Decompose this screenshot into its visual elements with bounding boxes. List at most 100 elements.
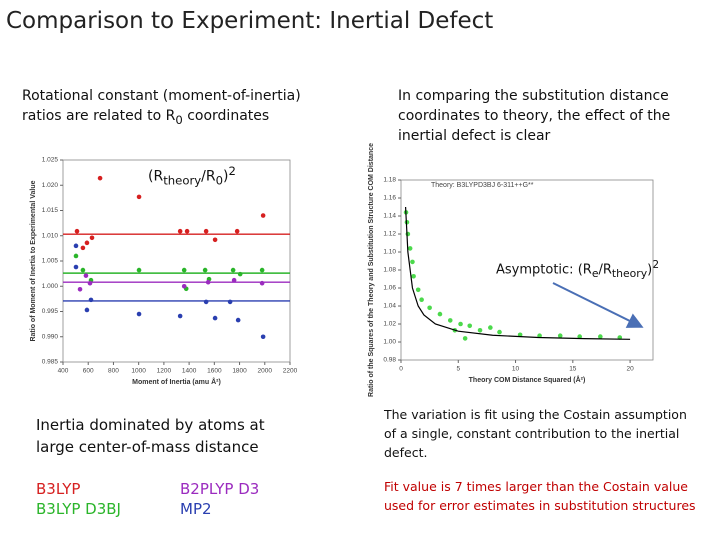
y-tick-label: 1.020 — [42, 182, 59, 189]
data-point — [234, 228, 240, 234]
chart-title: Theory: B3LYPD3BJ 6-311++G** — [431, 182, 534, 189]
y-tick-label: 1.08 — [383, 267, 396, 274]
data-point — [83, 273, 89, 278]
arrow — [552, 282, 644, 328]
data-point — [74, 228, 80, 234]
data-point — [497, 329, 502, 335]
asymptotic-label: Asymptotic: (Re/Rtheory)2 — [496, 258, 659, 280]
data-point — [419, 297, 424, 303]
plot-frame — [62, 159, 291, 363]
text: /R — [598, 262, 612, 278]
data-point — [136, 194, 142, 200]
subscript: theory — [611, 266, 648, 280]
data-point — [577, 334, 582, 339]
bottom-right-note: Fit value is 7 times larger than the Cos… — [384, 479, 696, 513]
data-point — [415, 287, 421, 293]
x-tick-label: 1000 — [131, 368, 146, 375]
y-tick-label: 1.015 — [42, 207, 59, 214]
right-text: In comparing the substitution distance c… — [398, 88, 671, 144]
text: /R — [201, 168, 216, 185]
data-point — [427, 305, 432, 311]
x-tick-label: 10 — [512, 366, 520, 373]
subscript: 0 — [175, 112, 183, 127]
slide-title: Comparison to Experiment: Inertial Defec… — [6, 8, 494, 34]
x-tick-label: 1800 — [232, 368, 247, 375]
data-point — [227, 299, 233, 305]
superscript: 2 — [228, 164, 236, 178]
data-point — [73, 264, 79, 270]
x-tick-label: 800 — [108, 368, 119, 375]
data-point — [184, 228, 190, 234]
x-tick-label: 0 — [399, 366, 403, 373]
bottom-right-text: The variation is fit using the Costain a… — [384, 407, 687, 460]
y-tick-label: 1.14 — [383, 213, 396, 220]
data-point — [212, 237, 218, 243]
data-point — [235, 317, 241, 323]
y-axis-label: Ratio of Moment of Inertia to Experiment… — [30, 180, 37, 341]
x-tick-label: 2200 — [283, 368, 298, 375]
data-point — [136, 267, 142, 273]
data-point — [447, 318, 453, 323]
data-point — [88, 297, 94, 303]
data-point — [89, 235, 95, 241]
y-tick-label: 0.98 — [383, 357, 396, 364]
data-point — [407, 246, 413, 251]
data-point — [80, 267, 86, 273]
data-point — [437, 311, 443, 317]
data-point — [73, 243, 79, 249]
y-tick-label: 1.02 — [383, 321, 396, 328]
data-point — [462, 336, 468, 341]
x-tick-label: 600 — [83, 368, 94, 375]
legend-entry: B3LYP — [36, 480, 81, 498]
y-tick-label: 1.000 — [42, 283, 59, 290]
text: ) — [647, 262, 653, 278]
data-point — [230, 267, 236, 273]
data-point — [84, 307, 90, 313]
x-tick-label: 15 — [569, 366, 577, 373]
x-tick-label: 1200 — [157, 368, 172, 375]
y-tick-label: 1.010 — [42, 232, 59, 239]
data-point — [97, 175, 103, 181]
y-tick-label: 1.18 — [383, 177, 396, 184]
data-point — [73, 253, 79, 259]
legend-entry: MP2 — [180, 500, 212, 518]
subscript: 0 — [215, 173, 224, 188]
data-point — [231, 277, 237, 283]
text: ) — [223, 168, 229, 185]
subscript: theory — [163, 173, 202, 188]
superscript: 2 — [652, 258, 660, 271]
bottom-left-text: Inertia dominated by atoms at large cent… — [36, 416, 265, 456]
left-text: Rotational constant (moment-of-inertia) … — [22, 86, 342, 130]
text: Rotational constant (moment-of-inertia) … — [22, 88, 301, 124]
y-tick-label: 1.16 — [383, 195, 396, 202]
data-point — [203, 228, 209, 234]
data-point — [177, 228, 183, 234]
data-point — [212, 315, 218, 321]
y-tick-label: 0.995 — [42, 308, 59, 315]
data-point — [87, 280, 93, 286]
ratio-label: (Rtheory/R0)2 — [148, 164, 236, 187]
data-point — [488, 325, 493, 330]
data-point — [537, 333, 542, 339]
x-axis-label: Moment of Inertia (amu Å²) — [132, 377, 221, 386]
x-tick-label: 5 — [456, 366, 460, 373]
x-tick-label: 20 — [626, 366, 634, 373]
data-point — [181, 267, 187, 273]
x-axis-label: Theory COM Distance Squared (Å²) — [469, 375, 586, 384]
data-point — [259, 267, 265, 273]
data-point — [260, 213, 266, 218]
plot-frame — [400, 179, 654, 361]
text: coordinates — [182, 108, 270, 124]
y-tick-label: 1.06 — [383, 285, 396, 292]
subscript: e — [591, 266, 599, 280]
x-tick-label: 1400 — [182, 368, 197, 375]
data-point — [259, 280, 265, 286]
data-point — [136, 311, 142, 317]
data-point — [411, 274, 416, 279]
x-tick-label: 2000 — [258, 368, 273, 375]
legend-entry: B3LYP D3BJ — [36, 500, 121, 518]
data-point — [202, 267, 208, 273]
y-tick-label: 1.10 — [383, 249, 396, 256]
